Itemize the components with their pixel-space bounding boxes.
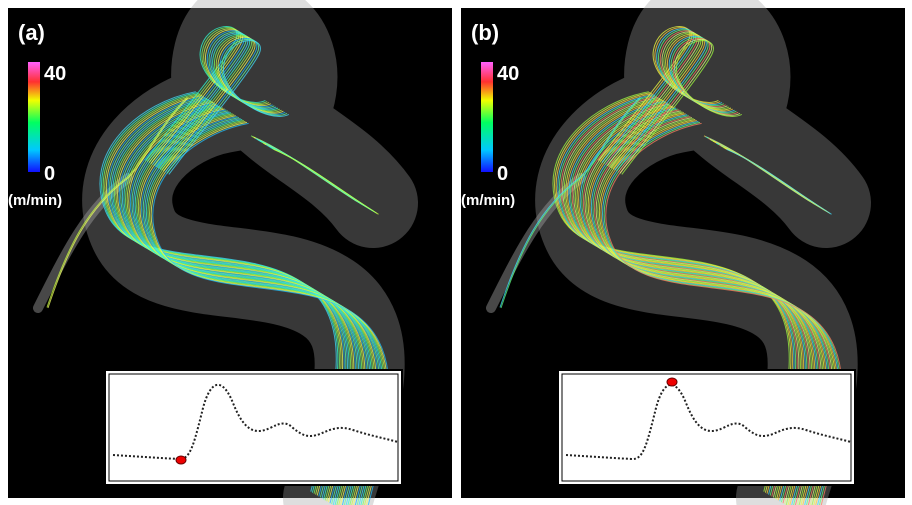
colorbar-unit: (m/min) [461, 192, 515, 209]
colorbar-unit: (m/min) [8, 192, 62, 209]
colorbar [28, 62, 40, 172]
panel-label: (a) [18, 20, 45, 45]
colorbar-max: 40 [44, 63, 66, 85]
time-marker [176, 456, 186, 464]
page: {"panels": [ {"label": "(a)", "colorbar"… [0, 0, 912, 505]
panel-label: (b) [471, 20, 499, 45]
inset-frame [105, 370, 402, 485]
colorbar-min: 0 [44, 163, 55, 185]
colorbar [481, 62, 493, 172]
figure: 40 0 (m/min) (a) 40 0 (m/min) (b) [0, 0, 912, 505]
colorbar-max: 40 [497, 63, 519, 85]
inset-frame [558, 370, 855, 485]
colorbar-min: 0 [497, 163, 508, 185]
time-marker [667, 378, 677, 386]
